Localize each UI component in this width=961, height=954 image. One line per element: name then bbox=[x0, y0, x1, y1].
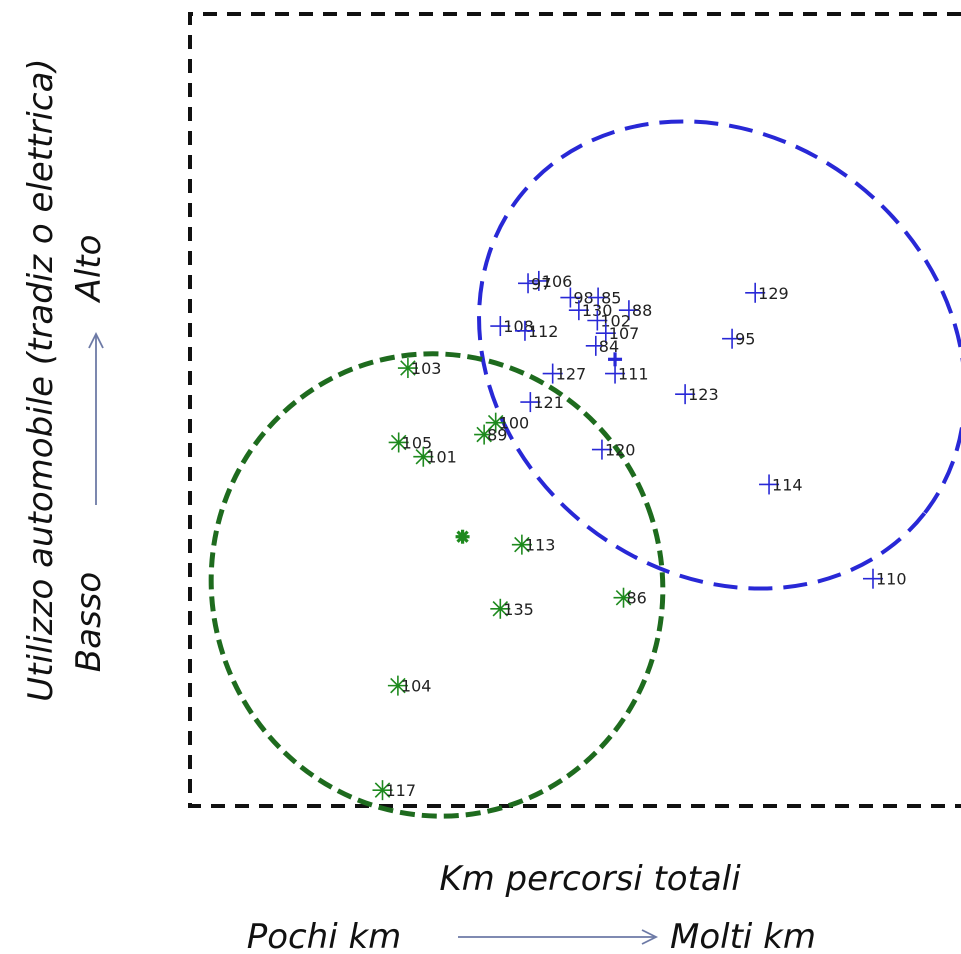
scatter-point bbox=[588, 287, 609, 308]
cluster-ellipse-blue bbox=[477, 119, 961, 591]
point-label: 112 bbox=[528, 322, 559, 341]
point-label: 121 bbox=[533, 393, 564, 412]
cluster-centroid bbox=[455, 529, 470, 544]
point-label: 104 bbox=[401, 677, 432, 696]
point-label: 127 bbox=[556, 365, 587, 384]
scatter-point bbox=[520, 392, 541, 413]
point-label: 101 bbox=[426, 448, 457, 467]
point-label: 89 bbox=[487, 426, 507, 445]
point-label: 84 bbox=[599, 337, 619, 356]
scatter-point bbox=[585, 335, 606, 356]
point-label: 105 bbox=[402, 433, 433, 452]
scatter-point bbox=[388, 432, 409, 453]
scatter-point bbox=[490, 598, 511, 619]
x-low-label: Pochi km bbox=[247, 917, 402, 954]
scatter-point bbox=[675, 384, 696, 405]
scatter-point bbox=[568, 300, 589, 321]
point-label: 86 bbox=[627, 589, 647, 608]
point-label: 100 bbox=[499, 414, 530, 433]
x-axis-label: Km percorsi totali bbox=[439, 859, 741, 899]
point-label: 110 bbox=[876, 570, 907, 589]
scatter-point bbox=[759, 474, 780, 495]
scatter-point bbox=[591, 439, 612, 460]
scatter-point bbox=[511, 534, 532, 555]
point-label: 129 bbox=[758, 284, 789, 303]
scatter-point bbox=[528, 270, 549, 291]
y-direction-arrow bbox=[88, 331, 104, 505]
scatter-point bbox=[413, 446, 434, 467]
scatter-point bbox=[745, 282, 766, 303]
scatter-point bbox=[514, 320, 535, 341]
cluster-ellipse-green bbox=[208, 351, 666, 819]
point-label: 85 bbox=[601, 289, 621, 308]
cluster-centroid bbox=[608, 352, 623, 367]
point-label: 123 bbox=[688, 385, 719, 404]
scatter-point bbox=[605, 363, 626, 384]
scatter-point bbox=[560, 287, 581, 308]
scatter-point bbox=[613, 587, 634, 608]
scatter-point bbox=[587, 310, 608, 331]
point-label: 95 bbox=[735, 330, 755, 349]
scatter-point bbox=[490, 316, 511, 337]
point-label: 106 bbox=[542, 272, 573, 291]
scatter-point bbox=[474, 424, 495, 445]
point-label: 114 bbox=[772, 475, 803, 494]
plot-frame bbox=[188, 12, 961, 808]
point-label: 117 bbox=[386, 781, 417, 800]
scatter-point bbox=[387, 675, 408, 696]
point-label: 113 bbox=[525, 536, 556, 555]
point-label: 111 bbox=[618, 365, 649, 384]
scatter-point bbox=[518, 273, 539, 294]
y-high-label: Alto bbox=[69, 235, 109, 304]
x-high-label: Molti km bbox=[670, 917, 816, 954]
point-label: 102 bbox=[600, 312, 631, 331]
scatter-point bbox=[595, 323, 616, 344]
scatter-point bbox=[862, 568, 883, 589]
scatter-point bbox=[618, 300, 639, 321]
scatter-point bbox=[542, 363, 563, 384]
scatter-point bbox=[397, 358, 418, 379]
y-axis-label: Utilizzo automobile (tradiz o elettrica) bbox=[21, 58, 61, 701]
y-low-label: Basso bbox=[69, 572, 109, 672]
point-label: 97 bbox=[531, 274, 551, 293]
scatter-point bbox=[372, 780, 393, 801]
point-label: 88 bbox=[632, 301, 652, 320]
point-label: 107 bbox=[609, 324, 640, 343]
point-label: 135 bbox=[503, 600, 534, 619]
point-label: 103 bbox=[411, 359, 442, 378]
x-direction-arrow bbox=[458, 929, 659, 945]
point-label: 120 bbox=[605, 441, 636, 460]
scatter-point bbox=[722, 328, 743, 349]
